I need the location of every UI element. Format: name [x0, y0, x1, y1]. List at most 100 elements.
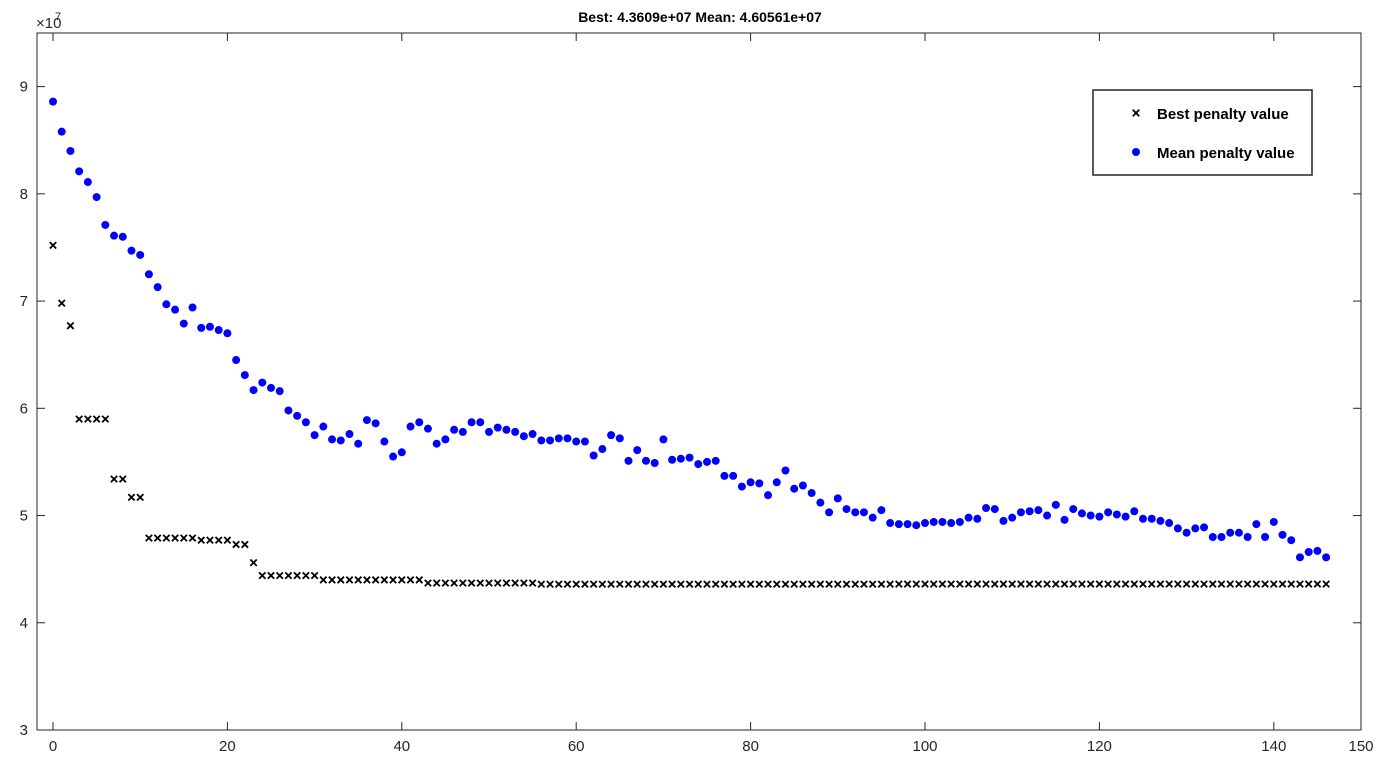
- mean-penalty-point: [1287, 536, 1296, 545]
- best-penalty-point: [232, 540, 240, 549]
- x-tick-label: 120: [1087, 738, 1112, 755]
- mean-penalty-point: [144, 270, 153, 279]
- mean-penalty-point: [197, 323, 206, 332]
- best-penalty-point: [546, 580, 554, 589]
- mean-penalty-point: [1322, 553, 1331, 562]
- mean-penalty-point: [171, 305, 180, 314]
- best-penalty-point: [241, 540, 249, 549]
- mean-penalty-point: [772, 478, 781, 487]
- mean-penalty-point: [49, 97, 57, 106]
- mean-penalty-point: [1226, 528, 1235, 537]
- mean-penalty-point: [1112, 510, 1121, 519]
- best-penalty-point: [92, 415, 101, 423]
- best-penalty-point: [118, 475, 127, 483]
- best-penalty-point: [302, 571, 310, 580]
- mean-penalty-point: [1252, 520, 1261, 529]
- best-penalty-point: [982, 580, 990, 588]
- y-axis: 3 4 5 6 7 8 9: [20, 79, 1361, 739]
- best-penalty-point: [101, 415, 110, 423]
- mean-penalty-point: [162, 300, 171, 309]
- best-penalty-point: [511, 579, 519, 587]
- mean-penalty-point: [921, 519, 929, 528]
- mean-penalty-point: [301, 418, 310, 427]
- mean-penalty-point: [973, 514, 982, 523]
- best-penalty-point: [284, 571, 293, 580]
- mean-penalty-point: [188, 303, 197, 312]
- mean-penalty-point: [755, 479, 764, 488]
- mean-penalty-point: [720, 471, 729, 480]
- best-penalty-point: [677, 580, 685, 589]
- best-penalty-point: [389, 576, 397, 584]
- mean-penalty-point: [1051, 500, 1060, 509]
- mean-penalty-point: [563, 434, 572, 443]
- mean-penalty-point: [57, 127, 66, 136]
- best-penalty-point: [877, 580, 886, 589]
- mean-penalty-point: [153, 283, 162, 292]
- mean-penalty-point: [1217, 532, 1226, 541]
- mean-penalty-point: [1034, 506, 1043, 515]
- best-penalty-point: [1313, 580, 1322, 588]
- legend: Best penalty value Mean penalty value: [1092, 89, 1313, 176]
- mean-penalty-point: [493, 423, 502, 432]
- best-penalty-point: [179, 534, 188, 542]
- series-best-penalty: [50, 242, 1330, 589]
- best-penalty-point: [1322, 580, 1330, 588]
- mean-penalty-point: [964, 513, 973, 522]
- best-penalty-point: [258, 571, 267, 580]
- legend-label-mean: Mean penalty value: [1157, 145, 1295, 162]
- best-penalty-point: [1287, 580, 1296, 588]
- best-penalty-point: [554, 580, 563, 589]
- best-penalty-point: [275, 571, 284, 580]
- best-penalty-point: [354, 576, 363, 584]
- mean-penalty-point: [485, 427, 493, 436]
- best-penalty-point: [1130, 580, 1139, 588]
- mean-penalty-point: [397, 448, 406, 457]
- mean-penalty-point: [546, 436, 555, 445]
- best-penalty-point: [1104, 580, 1112, 588]
- mean-penalty-point: [328, 435, 337, 444]
- mean-penalty-point: [633, 446, 642, 455]
- mean-penalty-point: [711, 456, 720, 465]
- y-multiplier-exponent: 7: [55, 11, 61, 23]
- best-penalty-point: [415, 576, 424, 584]
- mean-penalty-point: [362, 416, 371, 425]
- best-penalty-point: [668, 580, 676, 589]
- mean-penalty-point: [1095, 512, 1104, 521]
- best-penalty-point: [868, 580, 877, 589]
- mean-penalty-point: [842, 505, 851, 514]
- y-tick-label: 5: [20, 508, 28, 525]
- best-penalty-point: [110, 475, 118, 483]
- mean-penalty-point: [1025, 507, 1034, 516]
- best-penalty-point: [537, 580, 546, 589]
- best-penalty-point: [1086, 580, 1095, 588]
- best-penalty-point: [145, 534, 153, 542]
- best-penalty-point: [345, 576, 354, 584]
- mean-penalty-point: [441, 435, 450, 444]
- mean-penalty-point: [223, 329, 232, 338]
- best-penalty-point: [380, 576, 389, 584]
- best-penalty-point: [755, 580, 764, 589]
- mean-penalty-point: [389, 452, 398, 461]
- mean-penalty-point: [851, 508, 860, 517]
- mean-penalty-point: [572, 437, 581, 446]
- best-penalty-point: [171, 534, 179, 542]
- best-penalty-point: [581, 580, 589, 589]
- best-penalty-point: [1269, 580, 1278, 588]
- x-axis: 0 20 40 60 80 100 120 140 150: [49, 33, 1374, 755]
- mean-penalty-point: [1278, 530, 1287, 539]
- best-penalty-point: [136, 493, 145, 502]
- best-penalty-point: [956, 580, 964, 588]
- mean-penalty-point: [1086, 511, 1095, 520]
- best-penalty-point: [947, 580, 955, 588]
- mean-penalty-point: [868, 513, 877, 522]
- mean-penalty-point: [1077, 509, 1086, 518]
- mean-penalty-point: [267, 383, 275, 392]
- mean-penalty-point: [110, 231, 119, 240]
- best-penalty-point: [293, 571, 301, 580]
- mean-penalty-point: [1069, 505, 1078, 514]
- mean-penalty-point: [703, 457, 711, 466]
- best-penalty-point: [624, 580, 633, 589]
- best-penalty-point: [772, 580, 781, 589]
- mean-penalty-point: [1043, 511, 1052, 520]
- best-penalty-point: [467, 579, 476, 587]
